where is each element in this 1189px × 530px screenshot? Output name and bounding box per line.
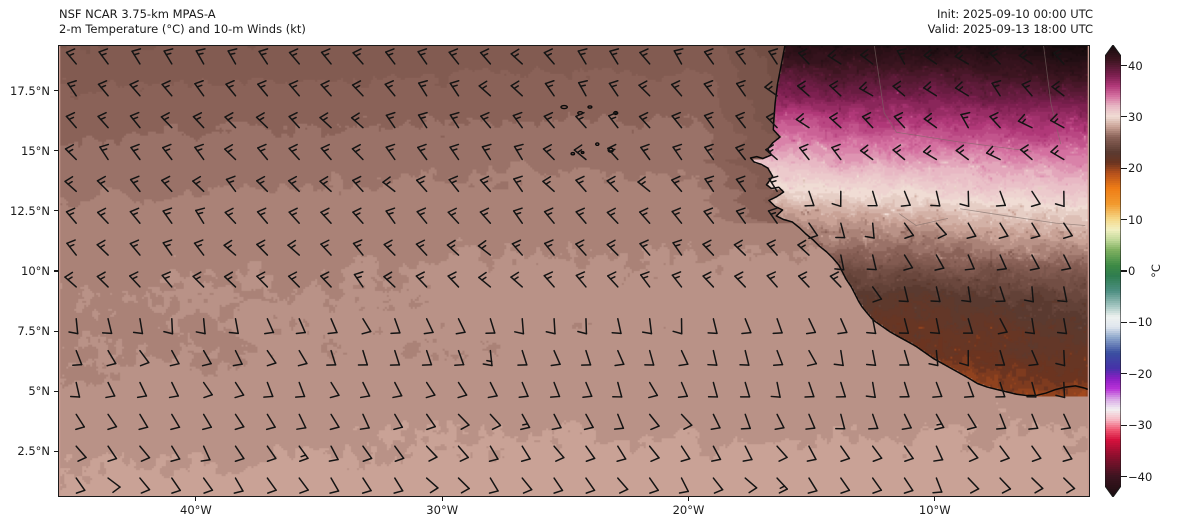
ytick-mark xyxy=(54,270,58,272)
xtick-mark xyxy=(195,497,197,501)
figure-title-right: Init: 2025-09-10 00:00 UTC Valid: 2025-09… xyxy=(928,7,1093,36)
colorbar-tick-label: 40 xyxy=(1128,58,1143,73)
colorbar-tick-label: −20 xyxy=(1128,366,1153,381)
ytick-mark xyxy=(54,90,58,92)
xtick-mark xyxy=(934,497,936,501)
wind-barb-overlay xyxy=(59,46,1089,496)
colorbar-tick-mark xyxy=(1121,424,1127,426)
ytick-label: 7.5°N xyxy=(17,324,50,339)
colorbar-tick-mark xyxy=(1121,475,1127,478)
xtick-mark xyxy=(687,497,690,501)
xtick-label: 30°W xyxy=(426,503,459,517)
map-plot-area xyxy=(58,45,1090,497)
colorbar-tick-mark xyxy=(1121,270,1127,272)
colorbar-tick-label: 10 xyxy=(1128,212,1143,227)
field-description: 2-m Temperature (°C) and 10-m Winds (kt) xyxy=(59,21,306,36)
ytick-label: 15°N xyxy=(21,143,50,158)
ytick-mark xyxy=(54,330,58,332)
ytick-label: 5°N xyxy=(28,384,50,399)
ytick-mark xyxy=(54,210,58,212)
colorbar-label: °C xyxy=(1149,264,1163,278)
colorbar-tick-mark xyxy=(1121,116,1127,118)
colorbar-tick-mark xyxy=(1121,321,1127,323)
colorbar xyxy=(1105,45,1121,497)
colorbar-tick-label: −10 xyxy=(1128,315,1153,330)
colorbar-tick-label: −30 xyxy=(1128,418,1153,433)
colorbar-tick-mark xyxy=(1121,64,1127,67)
colorbar-tick-mark xyxy=(1121,167,1127,169)
xtick-label: 40°W xyxy=(180,503,212,517)
xtick-label: 20°W xyxy=(672,503,705,517)
ytick-label: 10°N xyxy=(21,264,50,278)
ytick-mark xyxy=(54,450,58,452)
model-name: NSF NCAR 3.75-km MPAS-A xyxy=(59,7,216,21)
valid-time: Valid: 2025-09-13 18:00 UTC xyxy=(927,21,1093,36)
xtick-label: 10°W xyxy=(918,503,951,517)
init-time: Init: 2025-09-10 00:00 UTC xyxy=(937,7,1093,21)
ytick-label: 2.5°N xyxy=(17,444,50,459)
ytick-mark xyxy=(54,390,58,392)
xtick-mark xyxy=(441,497,443,501)
colorbar-tick-label: 0 xyxy=(1128,264,1136,278)
ytick-label: 12.5°N xyxy=(10,203,50,218)
coastline-overlay xyxy=(59,46,1089,496)
ytick-mark xyxy=(54,150,58,152)
ytick-label: 17.5°N xyxy=(10,83,50,98)
colorbar-tick-mark xyxy=(1121,219,1127,221)
temperature-field xyxy=(59,46,1089,496)
colorbar-tick-mark xyxy=(1121,373,1127,375)
figure-title-left: NSF NCAR 3.75-km MPAS-A 2-m Temperature (… xyxy=(59,7,306,36)
colorbar-tick-label: 20 xyxy=(1128,161,1143,176)
colorbar-tick-label: 30 xyxy=(1128,109,1143,124)
colorbar-tick-label: −40 xyxy=(1128,469,1153,484)
